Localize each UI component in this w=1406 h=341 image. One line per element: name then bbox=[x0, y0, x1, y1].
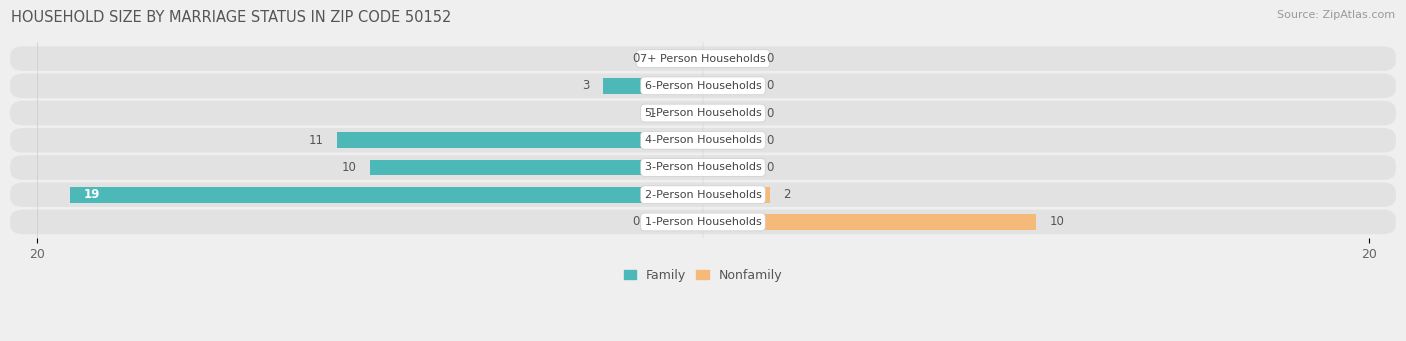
Text: 19: 19 bbox=[83, 188, 100, 201]
Bar bbox=[703, 132, 754, 148]
Text: 6-Person Households: 6-Person Households bbox=[644, 81, 762, 91]
FancyBboxPatch shape bbox=[10, 128, 1396, 152]
Text: 2-Person Households: 2-Person Households bbox=[644, 190, 762, 200]
Text: 1: 1 bbox=[648, 106, 657, 120]
Text: 0: 0 bbox=[766, 161, 773, 174]
Bar bbox=[703, 187, 769, 203]
Text: 0: 0 bbox=[633, 52, 640, 65]
Text: 7+ Person Households: 7+ Person Households bbox=[640, 54, 766, 64]
Text: 10: 10 bbox=[1049, 216, 1064, 228]
Text: 4-Person Households: 4-Person Households bbox=[644, 135, 762, 145]
Text: 0: 0 bbox=[766, 106, 773, 120]
Text: 0: 0 bbox=[766, 52, 773, 65]
Bar bbox=[336, 132, 703, 148]
FancyBboxPatch shape bbox=[10, 101, 1396, 125]
Bar bbox=[652, 214, 703, 230]
Legend: Family, Nonfamily: Family, Nonfamily bbox=[619, 264, 787, 287]
Bar bbox=[603, 78, 703, 94]
Text: 3-Person Households: 3-Person Households bbox=[644, 163, 762, 173]
Bar bbox=[703, 105, 754, 121]
Bar bbox=[703, 78, 754, 94]
Text: HOUSEHOLD SIZE BY MARRIAGE STATUS IN ZIP CODE 50152: HOUSEHOLD SIZE BY MARRIAGE STATUS IN ZIP… bbox=[11, 10, 451, 25]
Text: 0: 0 bbox=[766, 79, 773, 92]
Bar bbox=[703, 214, 1036, 230]
Text: 0: 0 bbox=[633, 216, 640, 228]
FancyBboxPatch shape bbox=[10, 46, 1396, 71]
FancyBboxPatch shape bbox=[10, 210, 1396, 234]
Bar bbox=[70, 187, 703, 203]
Text: 1-Person Households: 1-Person Households bbox=[644, 217, 762, 227]
Bar bbox=[703, 160, 754, 175]
Text: 2: 2 bbox=[783, 188, 790, 201]
FancyBboxPatch shape bbox=[10, 155, 1396, 180]
Text: 0: 0 bbox=[766, 134, 773, 147]
Text: 5-Person Households: 5-Person Households bbox=[644, 108, 762, 118]
Bar bbox=[669, 105, 703, 121]
Bar bbox=[703, 51, 754, 66]
Bar bbox=[652, 51, 703, 66]
Text: 11: 11 bbox=[308, 134, 323, 147]
Text: Source: ZipAtlas.com: Source: ZipAtlas.com bbox=[1277, 10, 1395, 20]
FancyBboxPatch shape bbox=[10, 74, 1396, 98]
Text: 10: 10 bbox=[342, 161, 357, 174]
Text: 3: 3 bbox=[582, 79, 589, 92]
FancyBboxPatch shape bbox=[10, 182, 1396, 207]
Bar bbox=[370, 160, 703, 175]
